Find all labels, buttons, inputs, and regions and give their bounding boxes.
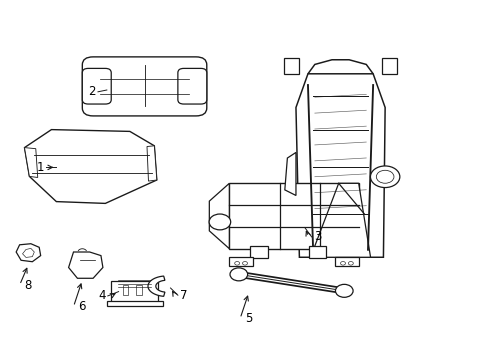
Bar (229, 257, 253, 266)
Circle shape (243, 261, 247, 265)
Polygon shape (285, 152, 296, 195)
Polygon shape (24, 148, 38, 177)
Text: 1: 1 (36, 161, 44, 174)
Circle shape (336, 284, 353, 297)
Polygon shape (209, 183, 229, 249)
Bar (284, 58, 299, 74)
Polygon shape (311, 183, 370, 257)
Polygon shape (24, 130, 157, 203)
Polygon shape (147, 146, 157, 181)
Circle shape (376, 170, 394, 183)
Bar (122, 285, 128, 295)
FancyBboxPatch shape (82, 68, 111, 104)
Bar (107, 301, 163, 306)
Circle shape (235, 261, 240, 265)
Text: 7: 7 (180, 289, 188, 302)
Polygon shape (23, 248, 34, 257)
Circle shape (370, 166, 400, 188)
Text: 4: 4 (98, 289, 106, 302)
Bar (136, 285, 143, 295)
Text: 5: 5 (245, 312, 253, 325)
Polygon shape (296, 74, 385, 257)
Polygon shape (229, 183, 359, 249)
Circle shape (230, 268, 247, 281)
Polygon shape (16, 244, 41, 262)
Text: 2: 2 (88, 85, 96, 98)
Polygon shape (69, 252, 103, 278)
Text: 8: 8 (24, 279, 32, 292)
Circle shape (348, 261, 353, 265)
Circle shape (341, 261, 345, 265)
Bar (309, 246, 326, 258)
Polygon shape (148, 276, 165, 296)
Text: 3: 3 (314, 230, 321, 243)
Text: 6: 6 (78, 300, 86, 313)
Bar (112, 282, 158, 303)
FancyBboxPatch shape (178, 68, 207, 104)
Bar (382, 58, 397, 74)
Bar (335, 257, 359, 266)
Bar (250, 246, 268, 258)
FancyBboxPatch shape (82, 57, 207, 116)
Circle shape (209, 214, 231, 230)
